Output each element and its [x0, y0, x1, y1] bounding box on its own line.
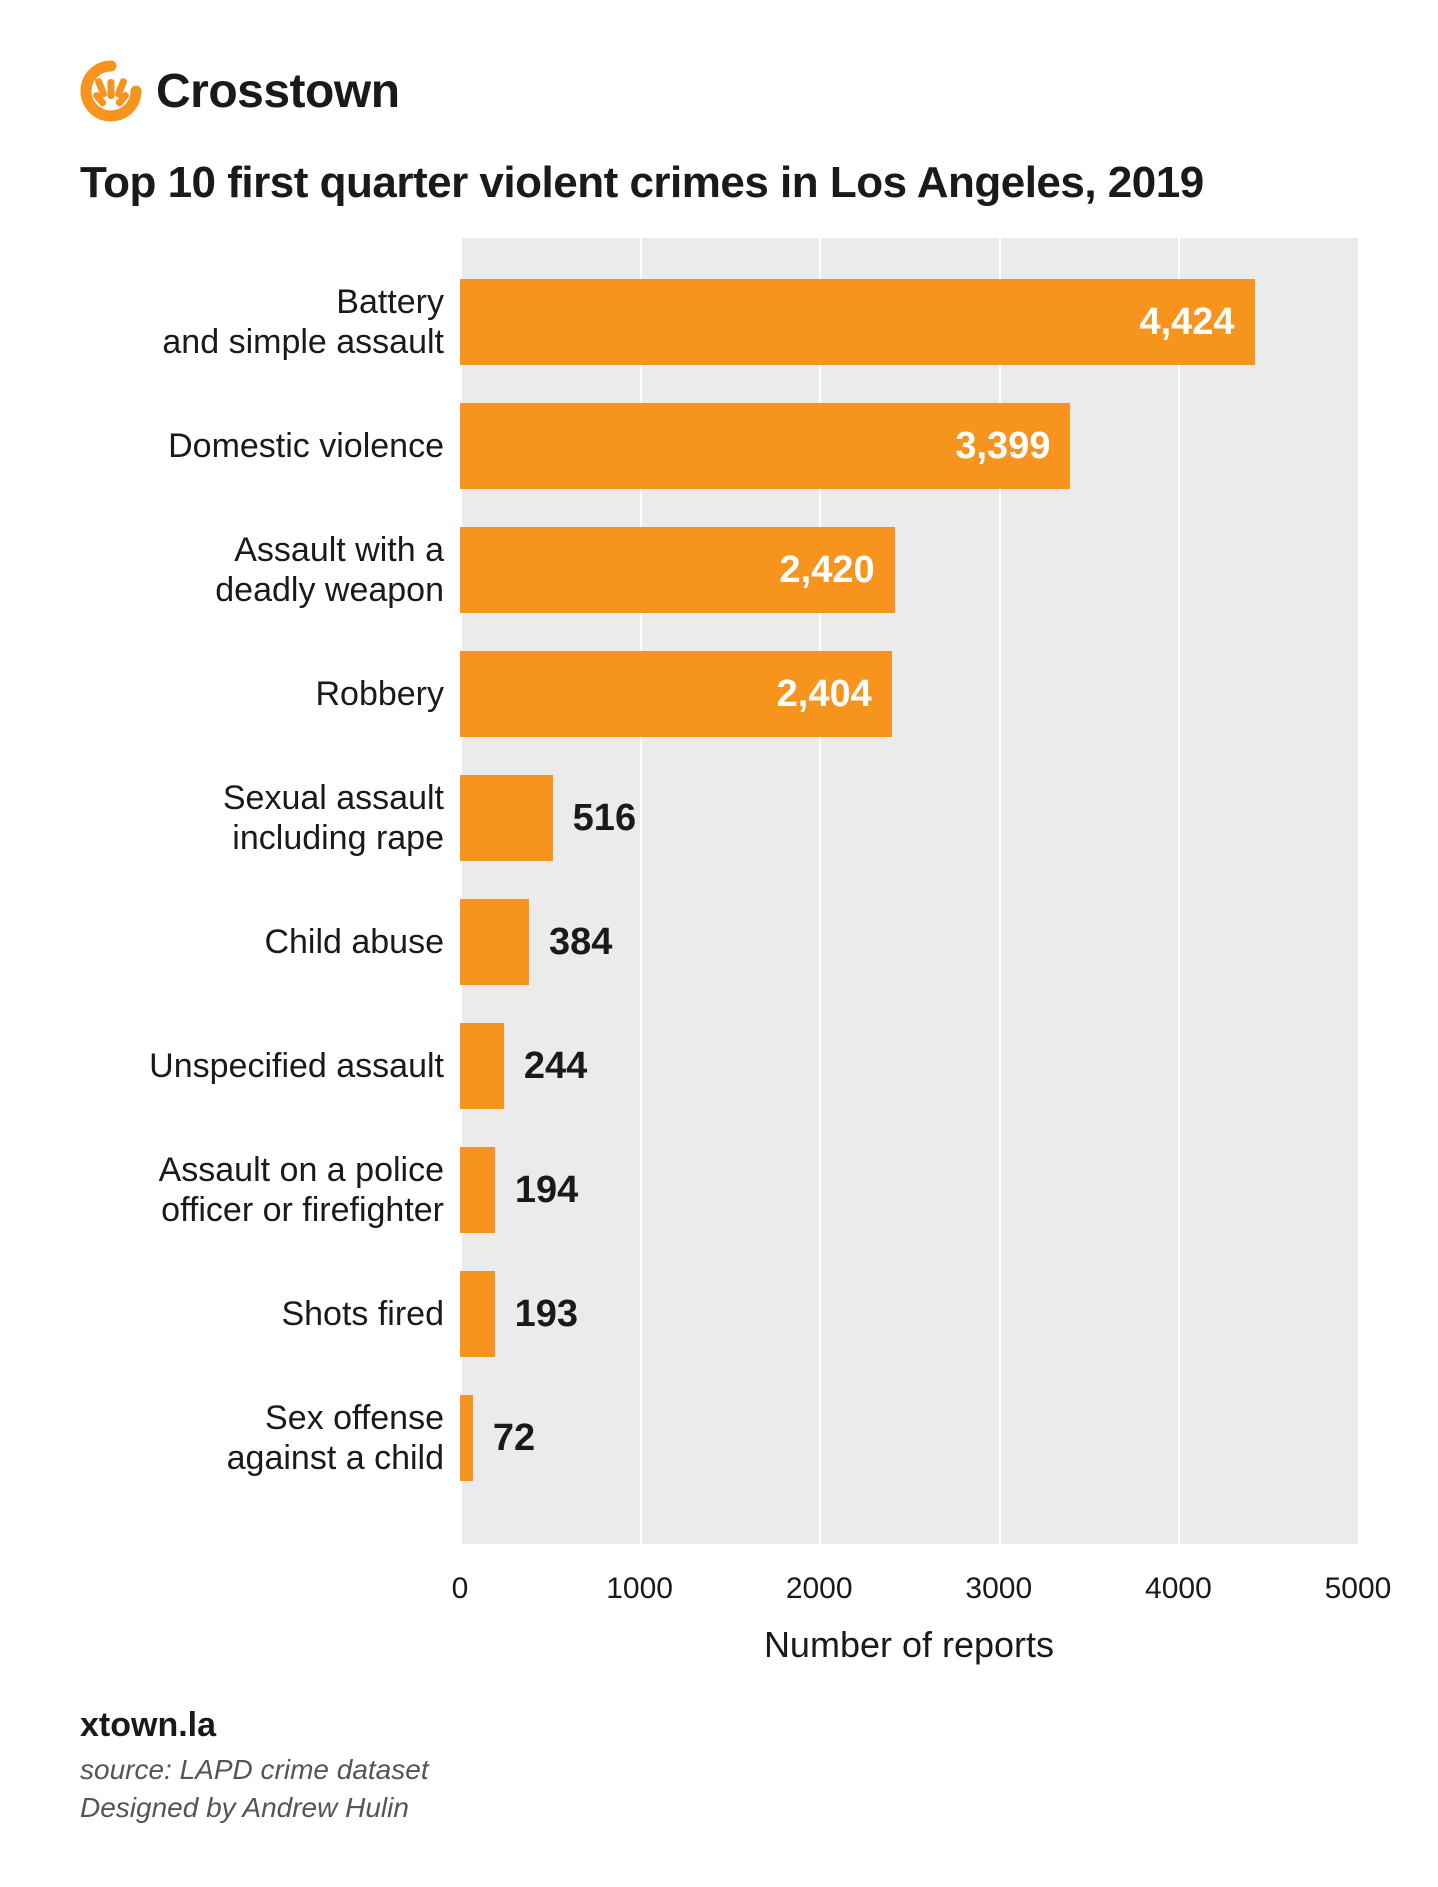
x-axis-ticks: 010002000300040005000	[460, 1562, 1358, 1618]
x-axis-label-row: Number of reports	[80, 1624, 1358, 1666]
y-axis-label: Sexual assault including rape	[80, 756, 460, 880]
bar-value-label: 72	[493, 1417, 535, 1460]
bar	[460, 1271, 495, 1357]
x-axis-tick: 1000	[606, 1572, 673, 1606]
y-axis-label: Battery and simple assault	[80, 260, 460, 384]
bar-value-label: 194	[515, 1169, 578, 1212]
chart-title: Top 10 first quarter violent crimes in L…	[80, 158, 1358, 208]
bar-value-label: 516	[573, 797, 636, 840]
footer-site: xtown.la	[80, 1706, 1358, 1745]
chart-area: Battery and simple assaultDomestic viole…	[80, 238, 1358, 1544]
bar-value-label: 384	[549, 921, 612, 964]
bar-row: 244	[460, 1004, 1358, 1128]
bar-value-label: 4,424	[1139, 301, 1234, 344]
chart-footer: xtown.la source: LAPD crime dataset Desi…	[80, 1706, 1358, 1827]
x-axis-tick: 2000	[786, 1572, 853, 1606]
bar-row: 3,399	[460, 384, 1358, 508]
x-axis-tick: 5000	[1325, 1572, 1392, 1606]
footer-designer: Designed by Andrew Hulin	[80, 1789, 1358, 1827]
chart-plot: 4,424 3,399 2,420 2,404 516 384 244 194 193 72	[460, 238, 1358, 1544]
bar: 2,404	[460, 651, 892, 737]
y-axis-label: Sex offense against a child	[80, 1376, 460, 1500]
bar-value-label: 3,399	[955, 425, 1050, 468]
bar-row: 194	[460, 1128, 1358, 1252]
bars-container: 4,424 3,399 2,420 2,404 516 384 244 194 193 72	[460, 238, 1358, 1544]
bar: 2,420	[460, 527, 895, 613]
bar	[460, 1023, 504, 1109]
bar-value-label: 244	[524, 1045, 587, 1088]
bar-row: 72	[460, 1376, 1358, 1500]
bar-value-label: 2,404	[777, 673, 872, 716]
y-axis-label: Assault with a deadly weapon	[80, 508, 460, 632]
x-axis: 010002000300040005000	[80, 1562, 1358, 1618]
bar-row: 2,404	[460, 632, 1358, 756]
bar: 3,399	[460, 403, 1070, 489]
x-axis-tick: 3000	[965, 1572, 1032, 1606]
footer-source: source: LAPD crime dataset	[80, 1751, 1358, 1789]
bar	[460, 1395, 473, 1481]
y-axis-label: Assault on a police officer or firefight…	[80, 1128, 460, 1252]
brand-logo: Crosstown	[80, 60, 1358, 122]
y-axis-label: Shots fired	[80, 1252, 460, 1376]
y-axis-label: Child abuse	[80, 880, 460, 1004]
crosstown-logo-icon	[80, 60, 142, 122]
bar-value-label: 2,420	[780, 549, 875, 592]
bar: 4,424	[460, 279, 1255, 365]
y-axis-labels: Battery and simple assaultDomestic viole…	[80, 238, 460, 1544]
bar-row: 384	[460, 880, 1358, 1004]
x-axis-label: Number of reports	[460, 1624, 1358, 1666]
y-axis-label: Domestic violence	[80, 384, 460, 508]
y-axis-label: Robbery	[80, 632, 460, 756]
bar-row: 516	[460, 756, 1358, 880]
bar	[460, 775, 553, 861]
x-axis-tick: 0	[452, 1572, 469, 1606]
bar	[460, 1147, 495, 1233]
bar-value-label: 193	[515, 1293, 578, 1336]
bar-row: 193	[460, 1252, 1358, 1376]
brand-name: Crosstown	[156, 64, 400, 119]
bar-row: 4,424	[460, 260, 1358, 384]
x-axis-tick: 4000	[1145, 1572, 1212, 1606]
bar-row: 2,420	[460, 508, 1358, 632]
bar	[460, 899, 529, 985]
y-axis-label: Unspecified assault	[80, 1004, 460, 1128]
